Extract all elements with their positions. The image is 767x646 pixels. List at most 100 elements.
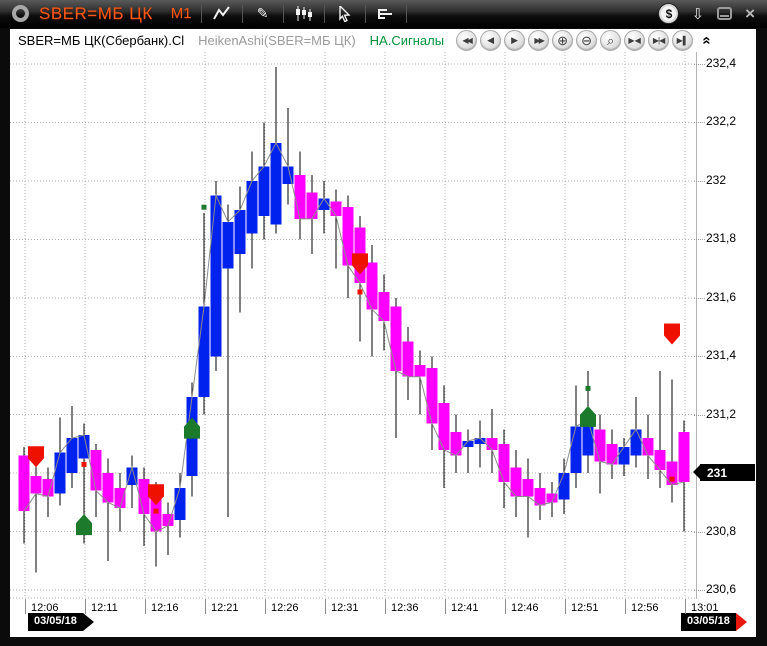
signal-dot: [81, 461, 87, 467]
candle-body: [318, 198, 330, 211]
close-price-line: [23, 141, 685, 533]
time-axis-tick: [325, 599, 326, 614]
toolbar-divider: [405, 4, 407, 23]
candle-body: [438, 403, 450, 450]
signal-dot: [357, 289, 363, 295]
buy-signal-arrow-icon: [184, 417, 200, 439]
record-icon: [12, 5, 29, 22]
timeframe-label[interactable]: M1: [170, 5, 192, 22]
zoom-selection-button[interactable]: ⌕: [600, 30, 622, 51]
time-axis-label: 12:46: [511, 602, 539, 614]
sell-signal-arrow-icon: [28, 446, 44, 468]
candle-body: [594, 429, 606, 462]
scroll-right-button[interactable]: ▶: [504, 30, 526, 51]
time-axis-label: 12:31: [331, 602, 359, 614]
candle-body: [258, 166, 270, 216]
candle-body: [54, 452, 66, 494]
zoom-in-button[interactable]: ⊕: [552, 30, 574, 51]
candle-body: [366, 262, 378, 310]
signal-dot: [585, 385, 591, 391]
candle-body: [282, 166, 294, 184]
download-button[interactable]: ⇩: [691, 3, 704, 25]
candle-body: [522, 478, 534, 497]
time-axis-label: 12:16: [151, 602, 179, 614]
candle-body: [306, 192, 318, 219]
price-axis-label: 230,8: [693, 523, 737, 538]
price-axis-label: 232,2: [693, 114, 737, 129]
line-chart-tool-button[interactable]: [211, 3, 233, 25]
buy-signal-arrow-icon: [76, 514, 92, 536]
time-axis-label: 12:11: [91, 602, 118, 614]
candle-body: [486, 438, 498, 450]
candle-body: [234, 210, 246, 254]
time-axis[interactable]: 03/05/18 03/05/18 12:06 12:11 12:16 12:21 12…: [10, 599, 756, 637]
candle-body: [654, 449, 666, 471]
candle-body: [30, 476, 42, 494]
currency-button[interactable]: $: [659, 3, 679, 25]
date-tag-right[interactable]: 03/05/18: [681, 613, 747, 631]
titlebar[interactable]: SBER=МБ ЦК M1 ✎: [0, 0, 767, 28]
candle-body: [450, 432, 462, 456]
time-axis-tick: [385, 599, 386, 614]
scroll-fast-right-button[interactable]: ▶▶: [528, 30, 550, 51]
dollar-icon: $: [659, 4, 679, 23]
compress-scale-button[interactable]: ▶◀: [624, 30, 646, 51]
chart-type-button[interactable]: [293, 3, 315, 25]
go-to-end-button[interactable]: ▶▌: [672, 30, 694, 51]
sell-signal-arrow-icon: [664, 323, 680, 345]
scroll-fast-left-button[interactable]: ◀◀: [456, 30, 478, 51]
collapse-panel-button[interactable]: «: [699, 32, 716, 50]
candle-body: [582, 420, 594, 456]
price-axis-label: 231,8: [693, 231, 737, 246]
candle-body: [174, 487, 186, 520]
chart-header: SBER=МБ ЦК(Сбербанк).Cl HeikenAshi(SBER=…: [10, 29, 756, 52]
pencil-icon: ✎: [256, 5, 269, 21]
line-chart-icon: [213, 6, 230, 20]
draw-tool-button[interactable]: ✎: [252, 3, 274, 25]
candle-body: [162, 514, 174, 526]
candle-body: [246, 180, 258, 234]
price-axis-label: 232,4: [693, 56, 737, 70]
candle-body: [114, 487, 126, 509]
candle-body: [66, 438, 78, 474]
levels-tool-button[interactable]: [375, 3, 397, 25]
cursor-tool-button[interactable]: [334, 3, 356, 25]
toolbar-divider: [282, 4, 284, 23]
price-axis[interactable]: 231 232,4 232,2 232 231,8 231,6 231,4 231,2 230…: [693, 52, 756, 599]
indicator-label[interactable]: HeikenAshi(SBER=МБ ЦК): [198, 33, 356, 48]
toolbar-divider: [200, 4, 202, 23]
candle-body: [42, 478, 54, 497]
time-axis-label: 12:41: [451, 602, 479, 614]
candle-body: [498, 443, 510, 482]
time-axis-tick: [25, 599, 26, 614]
time-axis-label: 12:36: [391, 602, 419, 614]
toolbar-divider: [241, 4, 243, 23]
close-button[interactable]: ×: [745, 3, 755, 25]
time-axis-label: 12:56: [631, 602, 659, 614]
price-axis-label: 230,6: [693, 582, 737, 597]
candle-body: [78, 435, 90, 459]
zoom-out-button[interactable]: ⊖: [576, 30, 598, 51]
last-price-tag: 231: [693, 464, 755, 482]
minimize-button[interactable]: [717, 3, 733, 25]
candle-body: [18, 455, 30, 512]
time-axis-tick: [445, 599, 446, 614]
candle-body: [558, 473, 570, 500]
compress-auto-button[interactable]: ▶|◀: [648, 30, 670, 51]
minimize-icon: [717, 7, 733, 20]
candle-body: [138, 478, 150, 515]
candle-body: [102, 473, 114, 503]
signals-label[interactable]: НА.Сигналы: [369, 33, 445, 48]
time-axis-label: 13:01: [691, 602, 719, 614]
candle-body: [270, 142, 282, 225]
date-tag-left[interactable]: 03/05/18: [28, 613, 94, 631]
scroll-left-button[interactable]: ◀: [480, 30, 502, 51]
signal-dot: [201, 204, 207, 210]
candle-body: [330, 201, 342, 216]
candle-body: [210, 195, 222, 357]
close-icon: ×: [745, 4, 755, 23]
date-label-left: 03/05/18: [28, 613, 83, 631]
toolbar-divider: [323, 4, 325, 23]
chart-plot-area[interactable]: [10, 52, 696, 599]
